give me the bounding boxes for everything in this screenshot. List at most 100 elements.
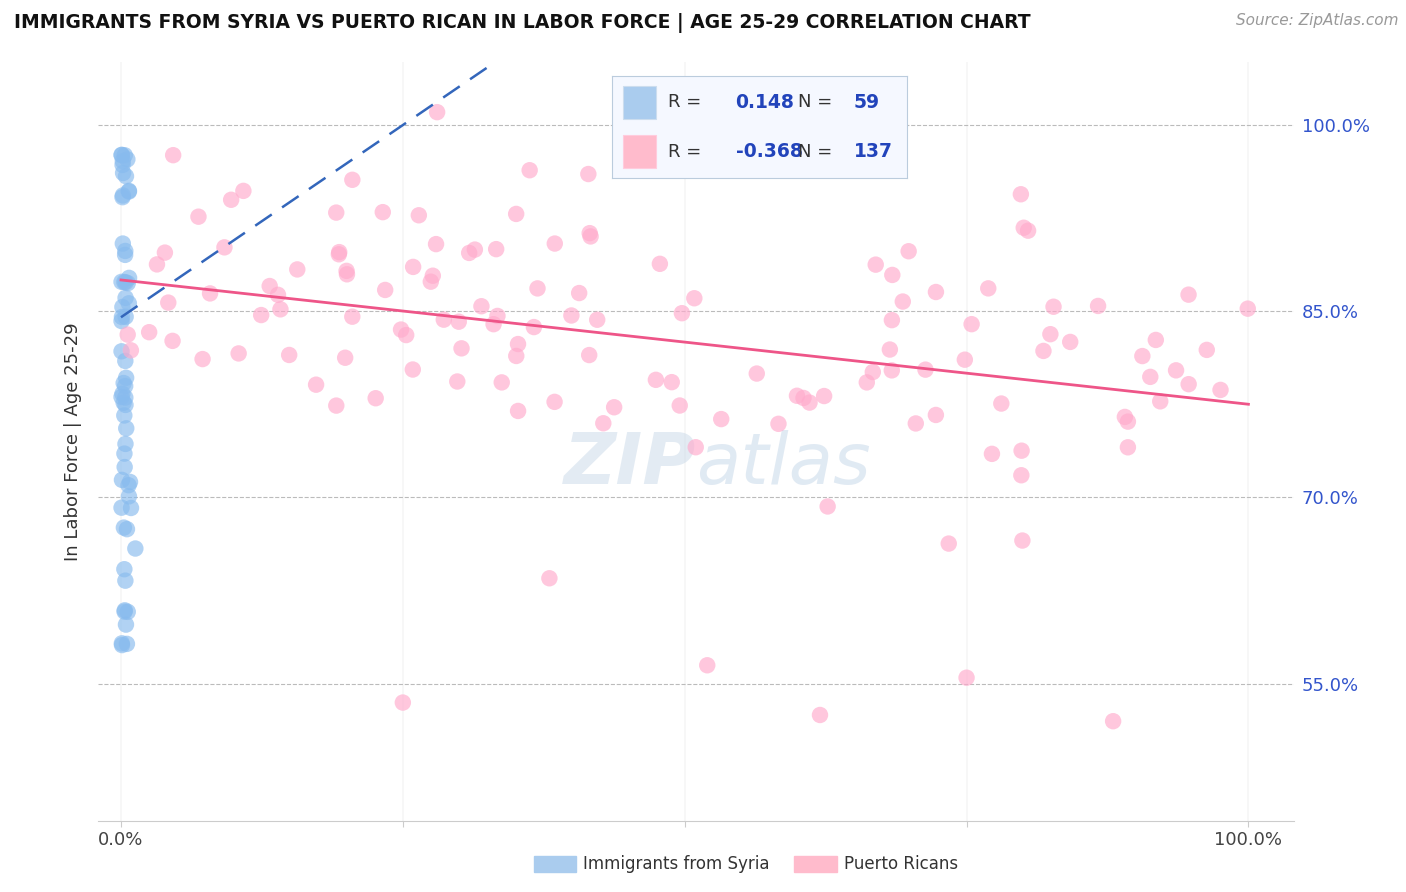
Point [325, 399, 347, 413]
Point [1039, 327, 1062, 342]
Point [1116, 415, 1139, 429]
Point [110, 390, 132, 404]
Point [576, 167, 599, 181]
Point [117, 605, 139, 619]
Point [111, 236, 134, 251]
Point [586, 312, 609, 326]
Point [470, 299, 492, 313]
Point [114, 310, 136, 324]
Point [336, 268, 359, 282]
Point [191, 352, 214, 367]
Point [111, 190, 134, 204]
Point [579, 229, 602, 244]
Point [955, 671, 977, 685]
Point [111, 188, 134, 202]
Point [696, 658, 718, 673]
Point [526, 281, 548, 295]
Point [1116, 440, 1139, 454]
Y-axis label: In Labor Force | Age 25-29: In Labor Force | Age 25-29 [65, 322, 83, 561]
Point [328, 247, 350, 261]
Point [1130, 349, 1153, 363]
Point [914, 362, 936, 376]
Point [114, 605, 136, 619]
Point [425, 237, 447, 252]
Text: R =: R = [668, 94, 707, 112]
Point [118, 475, 141, 489]
Point [371, 205, 394, 219]
Point [335, 351, 357, 365]
Point [433, 312, 456, 326]
Point [111, 148, 134, 162]
Point [111, 386, 134, 401]
Point [977, 281, 1000, 295]
Point [112, 409, 135, 423]
Point [111, 638, 134, 652]
Point [1011, 533, 1033, 548]
Point [560, 309, 582, 323]
Point [1102, 714, 1125, 729]
Point [990, 396, 1012, 410]
Text: R =: R = [668, 143, 707, 161]
Point [110, 314, 132, 328]
Point [447, 315, 470, 329]
Point [879, 343, 901, 357]
Point [817, 500, 839, 514]
Point [395, 328, 418, 343]
Text: -0.368: -0.368 [735, 142, 803, 161]
Point [1059, 334, 1081, 349]
Point [1042, 300, 1064, 314]
Point [1012, 220, 1035, 235]
Point [115, 421, 138, 435]
Point [505, 349, 527, 363]
Point [865, 258, 887, 272]
Point [648, 257, 671, 271]
Text: 137: 137 [853, 142, 893, 161]
Point [325, 205, 347, 219]
Text: Source: ZipAtlas.com: Source: ZipAtlas.com [1236, 13, 1399, 29]
Point [446, 375, 468, 389]
Point [661, 375, 683, 389]
Point [1164, 363, 1187, 377]
Point [506, 337, 529, 351]
Point [118, 489, 141, 503]
Point [800, 105, 823, 120]
Point [364, 391, 387, 405]
Point [335, 264, 357, 278]
Point [862, 365, 884, 379]
Point [120, 500, 142, 515]
Point [114, 460, 136, 475]
Point [1209, 383, 1232, 397]
Point [110, 344, 132, 359]
Point [578, 348, 600, 362]
Point [111, 310, 134, 324]
Point [486, 309, 509, 323]
Point [110, 500, 132, 515]
Point [278, 348, 301, 362]
Point [114, 603, 136, 617]
Point [138, 325, 160, 339]
Point [668, 399, 690, 413]
Point [112, 166, 135, 180]
Point [162, 148, 184, 162]
Point [342, 310, 364, 324]
Point [342, 173, 364, 187]
Point [592, 417, 614, 431]
Point [1087, 299, 1109, 313]
Point [813, 389, 835, 403]
Point [118, 271, 141, 285]
Point [419, 275, 441, 289]
Point [683, 291, 706, 305]
Point [214, 240, 236, 254]
Point [112, 275, 135, 289]
Point [808, 708, 831, 723]
Point [392, 696, 415, 710]
Point [1011, 443, 1033, 458]
Point [198, 286, 221, 301]
Point [111, 158, 134, 172]
Point [981, 447, 1004, 461]
Point [259, 279, 281, 293]
Point [118, 185, 141, 199]
Point [408, 208, 430, 222]
Point [112, 395, 135, 409]
Text: Immigrants from Syria: Immigrants from Syria [583, 855, 770, 873]
